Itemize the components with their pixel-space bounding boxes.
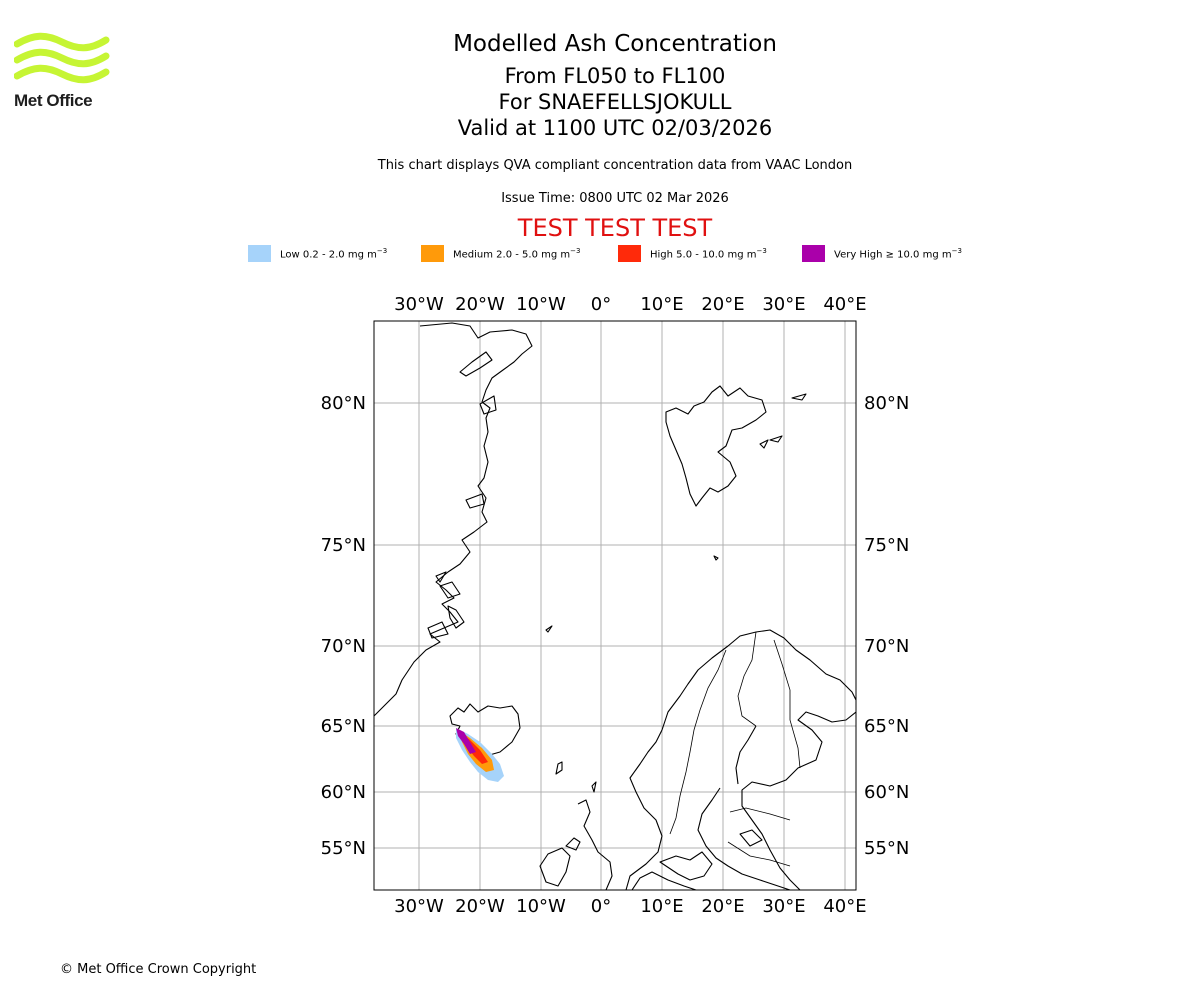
legend-label-low: Low 0.2 - 2.0 mg m−3 — [280, 247, 388, 261]
lat-label-right: 55°N — [864, 838, 909, 859]
lon-label-bottom: 30°W — [394, 896, 444, 917]
lon-label-bottom: 10°W — [516, 896, 566, 917]
lat-label-left: 75°N — [321, 535, 366, 556]
greenland-coast — [374, 322, 533, 717]
british-isles-coast — [539, 799, 613, 890]
legend-label-high: High 5.0 - 10.0 mg m−3 — [650, 247, 767, 261]
legend-swatch-very-high — [802, 245, 825, 262]
baltic-coast — [697, 725, 791, 890]
legend-swatch-low — [248, 245, 271, 262]
lat-label-right: 65°N — [864, 716, 909, 737]
lon-label-top: 10°W — [516, 294, 566, 315]
issue-time: Issue Time: 0800 UTC 02 Mar 2026 — [501, 191, 729, 206]
lon-label-top: 20°W — [455, 294, 505, 315]
lat-label-left: 70°N — [321, 636, 366, 657]
ash-very-high — [456, 728, 476, 754]
lat-label-right: 70°N — [864, 636, 909, 657]
legend-swatch-medium — [421, 245, 444, 262]
lat-label-left: 60°N — [321, 782, 366, 803]
map-borders — [669, 631, 801, 867]
lon-label-bottom: 20°E — [701, 896, 744, 917]
lon-label-bottom: 10°E — [640, 896, 683, 917]
legend-label-very-high: Very High ≥ 10.0 mg m−3 — [834, 247, 962, 261]
chart-title: Modelled Ash Concentration — [453, 31, 777, 57]
legend-swatch-high — [618, 245, 641, 262]
met-office-logo — [14, 32, 110, 84]
lon-label-top: 30°W — [394, 294, 444, 315]
chart-description: This chart displays QVA compliant concen… — [377, 158, 853, 173]
map-coastlines — [374, 322, 856, 890]
lon-label-top: 0° — [591, 294, 611, 315]
test-banner: TEST TEST TEST — [517, 214, 713, 242]
volcano-name: For SNAEFELLSJOKULL — [498, 90, 732, 114]
flight-level-range: From FL050 to FL100 — [504, 64, 726, 88]
lat-label-left: 65°N — [321, 716, 366, 737]
svalbard-coast — [665, 385, 767, 507]
lat-label-left: 55°N — [321, 838, 366, 859]
lon-label-bottom: 0° — [591, 896, 611, 917]
map-gridlines — [374, 321, 856, 890]
lat-label-right: 80°N — [864, 393, 909, 414]
ash-plume — [456, 728, 504, 782]
met-office-wordmark: Met Office — [14, 91, 93, 110]
lon-label-top: 10°E — [640, 294, 683, 315]
lon-label-bottom: 20°W — [455, 896, 505, 917]
valid-time: Valid at 1100 UTC 02/03/2026 — [457, 116, 773, 140]
lat-label-right: 75°N — [864, 535, 909, 556]
lon-label-top: 30°E — [762, 294, 805, 315]
lon-label-bottom: 30°E — [762, 896, 805, 917]
lat-label-right: 60°N — [864, 782, 909, 803]
lat-label-left: 80°N — [321, 393, 366, 414]
copyright-notice: © Met Office Crown Copyright — [60, 962, 257, 977]
legend-label-medium: Medium 2.0 - 5.0 mg m−3 — [453, 247, 581, 261]
map-frame — [373, 320, 857, 891]
lon-label-top: 20°E — [701, 294, 744, 315]
lon-label-top: 40°E — [823, 294, 866, 315]
scandinavia-coast — [625, 629, 856, 890]
met-office-waves-icon — [14, 32, 110, 84]
lon-label-bottom: 40°E — [823, 896, 866, 917]
